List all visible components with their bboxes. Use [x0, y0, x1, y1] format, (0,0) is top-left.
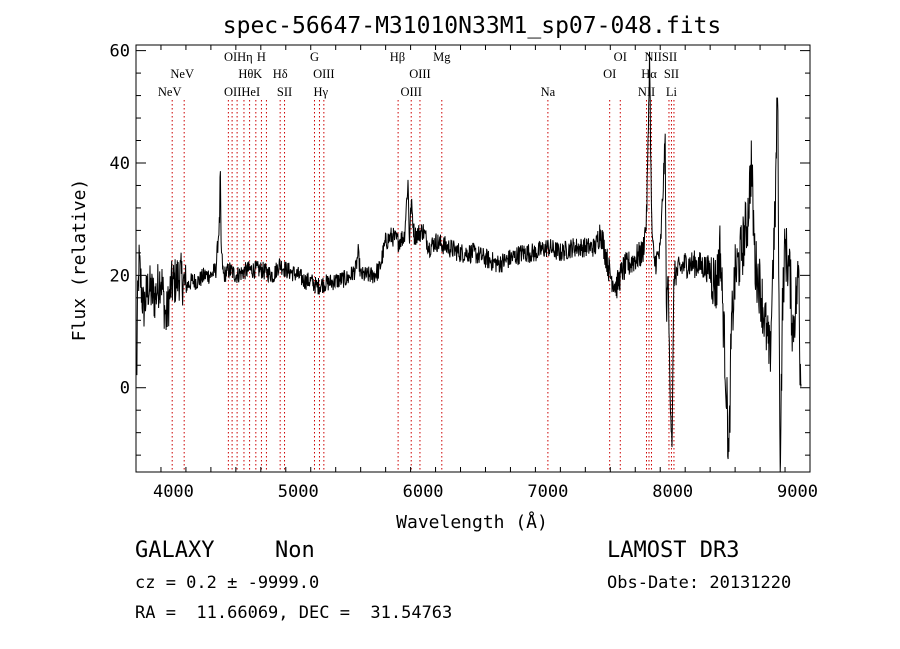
- line-label-row1-0: OIHη: [224, 50, 253, 64]
- x-tick-label-5000: 5000: [278, 482, 319, 502]
- object-subclass: Non: [275, 538, 315, 563]
- x-tick-label-7000: 7000: [527, 482, 568, 502]
- line-label-row1-1: H: [257, 50, 266, 64]
- line-label-row2-5: OIII: [409, 67, 431, 81]
- x-tick-label-8000: 8000: [652, 482, 693, 502]
- y-axis-label: Flux (relative): [69, 179, 90, 342]
- line-label-row1-4: Mg: [433, 50, 451, 64]
- line-label-row2-8: SII: [664, 67, 679, 81]
- x-tick-label-9000: 9000: [777, 482, 818, 502]
- line-label-row2-3: Hδ: [273, 67, 288, 81]
- line-label-row2-2: K: [253, 67, 262, 81]
- y-tick-label-20: 20: [110, 266, 130, 286]
- line-label-row2-6: OI: [603, 67, 616, 81]
- line-label-row2-4: OIII: [313, 67, 335, 81]
- line-label-row1-2: G: [310, 50, 319, 64]
- line-label-row3-0: NeV: [158, 85, 182, 99]
- survey-name: LAMOST DR3: [607, 538, 740, 563]
- y-tick-label-60: 60: [110, 42, 130, 62]
- line-label-row3-5: Na: [541, 85, 556, 99]
- redshift-value: cz = 0.2 ± -9999.0: [135, 573, 320, 593]
- line-label-row2-1: Hθ: [238, 67, 253, 81]
- y-tick-labels: 0 20 40 60: [110, 42, 130, 399]
- observation-date: Obs-Date: 20131220: [607, 573, 792, 593]
- line-label-row3-1: OIIHeI: [224, 85, 260, 99]
- x-tick-label-4000: 4000: [153, 482, 194, 502]
- line-label-row3-3: Hγ: [313, 85, 328, 99]
- line-label-row1-3: Hβ: [390, 50, 405, 64]
- emission-line-markers: [171, 100, 675, 472]
- y-tick-label-0: 0: [120, 379, 130, 399]
- line-label-row3-2: SII: [277, 85, 292, 99]
- line-label-row3-7: Li: [666, 85, 678, 99]
- spectrum-line: [136, 51, 802, 473]
- line-label-row2-0: NeV: [170, 67, 194, 81]
- line-label-row3-6: NII: [638, 85, 655, 99]
- plot-frame: [135, 44, 811, 473]
- y-tick-label-40: 40: [110, 154, 130, 174]
- axis-ticks: [135, 45, 811, 472]
- x-axis-label: Wavelength (Å): [396, 511, 548, 533]
- line-label-row1-5: OI: [614, 50, 627, 64]
- line-label-row3-4: OIII: [400, 85, 422, 99]
- line-label-row1-6: NIISII: [645, 50, 678, 64]
- object-class: GALAXY: [135, 538, 215, 563]
- sky-coordinates: RA = 11.66069, DEC = 31.54763: [135, 603, 453, 623]
- x-tick-label-6000: 6000: [403, 482, 444, 502]
- x-tick-labels: 4000 5000 6000 7000 8000 9000: [153, 482, 818, 502]
- chart-title: spec-56647-M31010N33M1_sp07-048.fits: [223, 13, 722, 39]
